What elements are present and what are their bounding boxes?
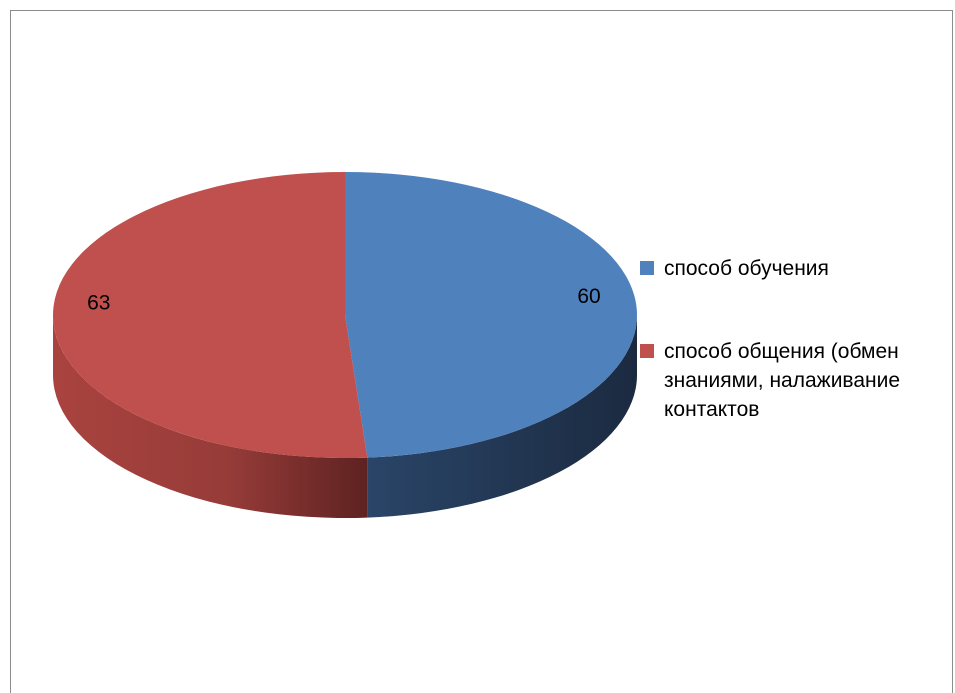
pie-side-communication [53, 315, 368, 518]
data-label-communication: 63 [87, 291, 110, 314]
legend-swatch-blue [640, 261, 654, 275]
pie-sides [53, 315, 637, 518]
pie-slice-learning [345, 172, 637, 458]
legend-label: способ общения (обмен знаниями, налажива… [664, 340, 901, 421]
pie-slice-communication [53, 172, 368, 458]
pie-tops [53, 172, 637, 458]
legend-label: способ обучения [664, 257, 829, 280]
data-label-learning: 60 [577, 285, 600, 308]
legend-swatch-red [640, 344, 654, 358]
pie-labels: 60 63 [87, 285, 601, 315]
pie-side-learning [367, 315, 637, 518]
legend-item-learning: способ обучения [640, 254, 952, 283]
legend-item-communication: способ общения (обмен знаниями, налажива… [640, 337, 952, 424]
legend: способ обучения способ общения (обмен зн… [640, 254, 952, 424]
